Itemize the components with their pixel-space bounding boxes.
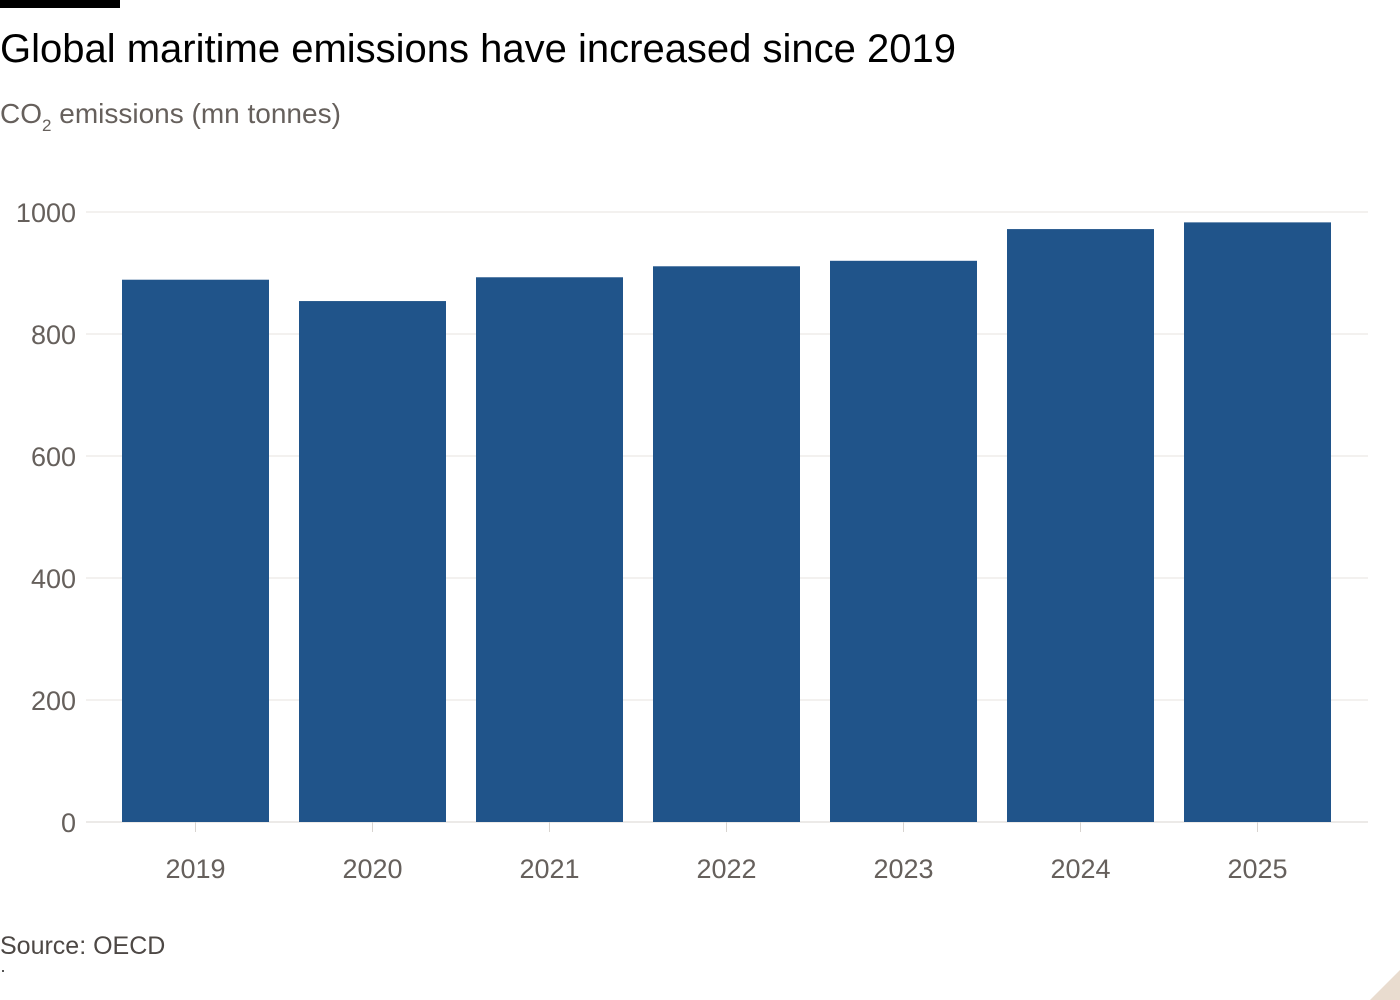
source-note: Source: OECD [0, 932, 166, 960]
y-tick-label: 800 [31, 320, 76, 350]
subtitle-prefix: CO [0, 98, 42, 129]
bar-2022 [653, 266, 800, 822]
y-tick-label: 1000 [16, 198, 76, 228]
bar-2019 [122, 279, 269, 823]
bar-2025 [1184, 222, 1331, 822]
bar-2024 [1007, 229, 1154, 822]
subtitle-suffix: emissions (mn tonnes) [51, 98, 341, 129]
bar-2023 [830, 260, 977, 822]
y-tick-label: 200 [31, 686, 76, 716]
chart-subtitle: CO2 emissions (mn tonnes) [0, 94, 341, 134]
corner-decoration [1370, 970, 1400, 1000]
tiny-footer-mark [2, 970, 4, 972]
y-tick-label: 400 [31, 564, 76, 594]
chart-title: Global maritime emissions have increased… [0, 27, 957, 71]
x-tick-label: 2020 [342, 854, 402, 884]
bar-2020 [299, 301, 446, 822]
x-tick-label: 2019 [165, 854, 225, 884]
y-tick-label: 600 [31, 442, 76, 472]
brand-top-bar [0, 0, 120, 8]
subtitle-subscript: 2 [42, 116, 52, 135]
x-tick-label: 2022 [696, 854, 756, 884]
y-tick-label: 0 [61, 808, 76, 838]
bar-2021 [476, 277, 623, 822]
x-tick-label: 2025 [1227, 854, 1287, 884]
x-tick-label: 2021 [519, 854, 579, 884]
x-tick-label: 2023 [873, 854, 933, 884]
x-tick-label: 2024 [1050, 854, 1110, 884]
